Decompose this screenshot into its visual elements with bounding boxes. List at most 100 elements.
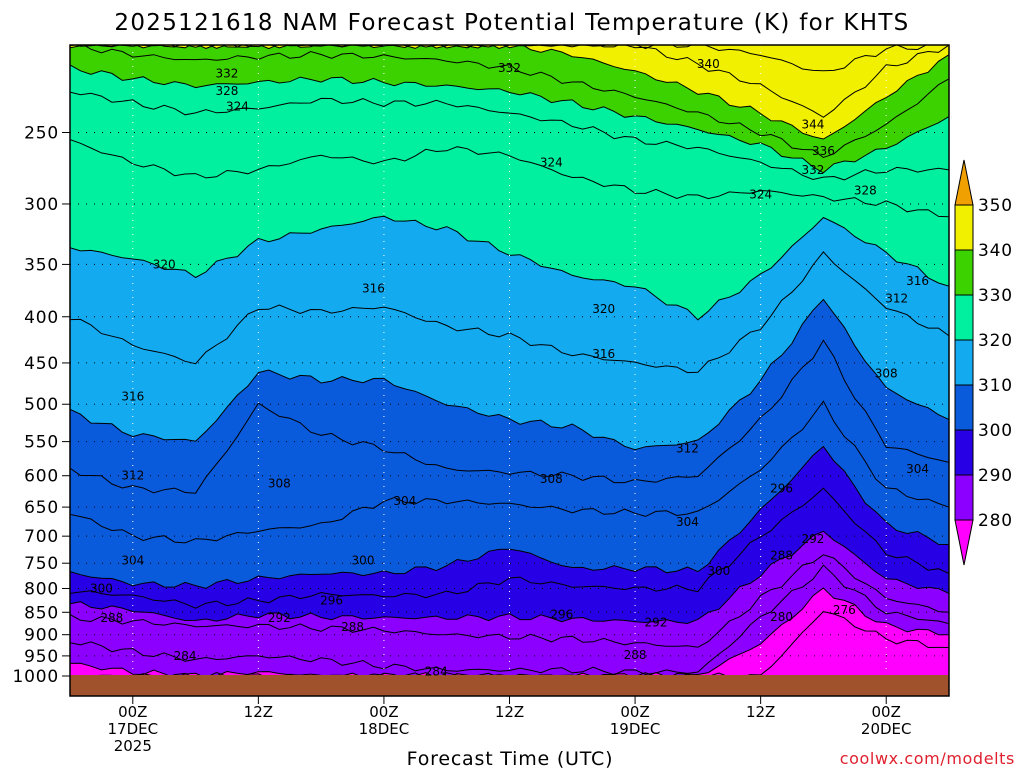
contour-label: 336: [812, 144, 835, 158]
y-tick-label: 250: [24, 123, 59, 143]
contour-label: 316: [592, 347, 615, 361]
x-tick-label: 00Z: [369, 703, 398, 721]
colorbar-label: 320: [978, 331, 1013, 351]
x-tick-label: 19DEC: [610, 720, 661, 738]
colorbar: 280 290 300 310 320 330 340 350: [954, 159, 1013, 566]
contour-label: 328: [854, 184, 877, 198]
colorbar-swatch: [954, 384, 974, 431]
x-tick-label: 12Z: [495, 703, 524, 721]
contour-label: 292: [802, 532, 825, 546]
x-tick-label: 00Z: [118, 703, 147, 721]
colorbar-label: 310: [978, 376, 1013, 396]
contour-label: 312: [885, 292, 908, 306]
x-tick-label: 12Z: [244, 703, 273, 721]
colorbar-swatch: [954, 294, 974, 341]
colorbar-swatch: [954, 204, 974, 251]
ground-surface: [70, 675, 949, 696]
theta-contour-328: [70, 91, 949, 181]
y-tick-label: 700: [24, 527, 59, 547]
contour-label: 288: [624, 648, 647, 662]
colorbar-swatch: [954, 474, 974, 521]
theta-contour-324: [70, 139, 949, 218]
contour-label: 320: [153, 257, 176, 271]
contour-label: 308: [540, 472, 563, 486]
x-tick-label: 00Z: [620, 703, 649, 721]
contour-label: 304: [393, 494, 416, 508]
colorbar-swatch: [954, 249, 974, 296]
contour-label: 316: [121, 389, 144, 403]
theta-contour-308: [70, 339, 949, 494]
theta-contour-292: [70, 530, 949, 625]
contour-label: 300: [707, 564, 730, 578]
theta-contour-332: [70, 64, 949, 174]
contour-label: 324: [749, 188, 772, 202]
colorbar-upper-arrow: [954, 159, 974, 206]
contour-label: 288: [100, 611, 123, 625]
y-tick-label: 600: [24, 467, 59, 487]
x-tick-label: 18DEC: [359, 720, 410, 738]
contour-label: 296: [320, 594, 343, 608]
y-tick-label: 650: [24, 498, 59, 518]
contour-label: 316: [906, 274, 929, 288]
contour-label: 316: [362, 281, 385, 295]
y-tick-label: 400: [24, 308, 59, 328]
contour-label: 312: [676, 442, 699, 456]
y-tick-label: 950: [24, 647, 59, 667]
contour-label: 296: [770, 482, 793, 496]
colorbar-label: 300: [978, 421, 1013, 441]
colorbar-label: 290: [978, 466, 1013, 486]
y-axis: 250 300 350 400 450 500 550 600 650 700 750 800 850 9…: [13, 123, 70, 687]
x-tick-label: 20DEC: [861, 720, 912, 738]
contour-label: 308: [268, 476, 291, 490]
contour-label: 340: [697, 57, 720, 71]
theta-band-344: [70, 45, 949, 118]
contour-label: 304: [676, 515, 699, 529]
contour-label: 344: [802, 118, 825, 132]
colorbar-label: 350: [978, 196, 1013, 216]
contour-label: 276: [833, 603, 856, 617]
colorbar-label: 330: [978, 286, 1013, 306]
contour-label: 300: [352, 554, 375, 568]
contour-label: 308: [875, 366, 898, 380]
contour-label: 280: [770, 610, 793, 624]
contour-label: 324: [226, 100, 249, 114]
colorbar-label: 340: [978, 241, 1013, 261]
x-tick-label: 2025: [114, 737, 152, 755]
contour-label: 284: [174, 649, 197, 663]
y-tick-label: 850: [24, 603, 59, 623]
contour-label: 332: [498, 61, 521, 75]
contour-label: 304: [121, 554, 144, 568]
x-tick-label: 17DEC: [107, 720, 158, 738]
y-tick-label: 800: [24, 580, 59, 600]
y-tick-label: 1000: [13, 667, 59, 687]
contour-label: 332: [216, 66, 239, 80]
theta-contour-336: [70, 45, 949, 159]
y-tick-label: 350: [24, 255, 59, 275]
y-tick-label: 300: [24, 195, 59, 215]
colorbar-swatch: [954, 429, 974, 476]
theta-contour-348: [70, 45, 949, 72]
contour-label: 300: [90, 582, 113, 596]
contour-label: 288: [770, 548, 793, 562]
contour-label: 296: [550, 608, 573, 622]
theta-contour-284: [70, 564, 949, 676]
contour-label: 312: [121, 469, 144, 483]
y-tick-label: 550: [24, 433, 59, 453]
y-tick-label: 450: [24, 354, 59, 374]
theta-contour-288: [70, 554, 949, 648]
colorbar-lower-arrow: [954, 519, 974, 566]
theta-fill-layer: [70, 45, 949, 696]
y-tick-label: 900: [24, 626, 59, 646]
colorbar-swatch: [954, 339, 974, 386]
theta-contour-344: [74, 45, 949, 118]
contour-label: 332: [802, 163, 825, 177]
contour-label: 284: [425, 664, 448, 678]
y-tick-label: 500: [24, 395, 59, 415]
watermark: coolwx.com/modelts: [840, 749, 1015, 768]
x-tick-label: 00Z: [872, 703, 901, 721]
contour-label: 288: [341, 620, 364, 634]
contour-label: 304: [906, 462, 929, 476]
contour-labels: 332 328 324 332 340 344 336 332 328 324 324 320 316 3…: [90, 57, 929, 678]
